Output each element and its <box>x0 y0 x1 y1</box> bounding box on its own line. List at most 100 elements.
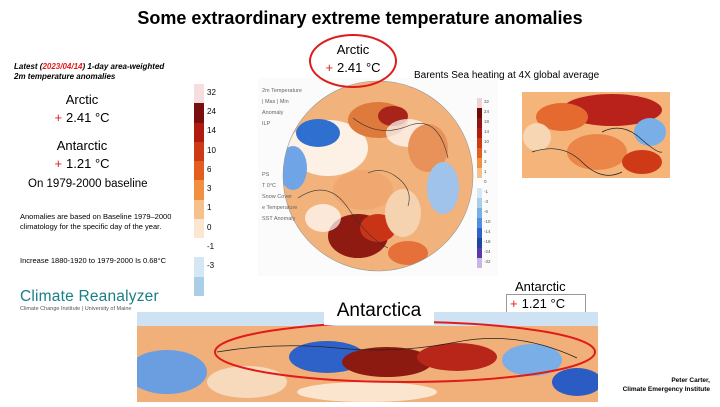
scale-swatch <box>477 148 482 158</box>
scale-label: 10 <box>484 139 490 144</box>
climate-reanalyzer-subtitle: Climate Change Institute | University of… <box>20 306 132 312</box>
map-panel-label: PS <box>262 172 270 178</box>
scale-swatch <box>477 98 482 108</box>
left-antarctic-value: 1.21 °C <box>66 156 110 171</box>
right-antarctic-value: 1.21 °C <box>521 296 566 311</box>
scale-label: 24 <box>484 109 490 114</box>
scale-label: -14 <box>484 229 491 234</box>
legend-swatch <box>194 141 204 162</box>
scale-label: -32 <box>484 259 491 264</box>
scale-swatch <box>477 238 482 248</box>
left-arctic-label: Arctic <box>65 92 99 107</box>
antarctica-title: Antarctica <box>336 300 422 321</box>
credit-line-1: Peter Carter, <box>671 377 710 384</box>
map-panel-label: Snow Cover <box>262 194 292 200</box>
legend-label: -1 <box>207 242 215 252</box>
map-panel-label: ILP <box>262 121 271 127</box>
climate-reanalyzer-logo: Climate Reanalyzer <box>20 288 159 305</box>
left-arctic-value-line: +2.41 °C <box>22 110 142 125</box>
map-panel-labels: 2m Temperature | Max | Min Anomaly ILP PS T 0… <box>262 86 302 225</box>
latest-date: 2023/04/14 <box>42 62 83 71</box>
scale-label: -10 <box>484 219 491 224</box>
scale-label: 18 <box>484 119 490 124</box>
latest-line2: 2m temperature anomalies <box>14 72 116 81</box>
legend-swatch <box>194 276 204 296</box>
legend-label: 24 <box>207 107 216 117</box>
scale-swatch <box>477 108 482 118</box>
left-antarctic-value-line: +1.21 °C <box>22 156 142 171</box>
baseline-note: On 1979-2000 baseline <box>28 178 148 190</box>
scale-swatch <box>477 168 482 178</box>
legend-swatch <box>194 161 204 181</box>
legend-swatch <box>194 238 204 258</box>
legend-swatch <box>194 103 204 123</box>
slide-title: Some extraordinary extreme temperature a… <box>137 8 583 28</box>
latest-caption: Latest (2023/04/14) 1-day area-weighted … <box>14 62 204 82</box>
legend-label: 3 <box>207 184 212 194</box>
legend-swatch <box>194 199 204 219</box>
arctic-callout-label: Arctic <box>336 42 370 57</box>
scale-label: -18 <box>484 239 491 244</box>
scale-label: -1 <box>484 189 489 194</box>
scale-label: 32 <box>484 99 490 104</box>
map-panel-label: | Max | Min <box>262 99 289 105</box>
scale-label: 1 <box>484 169 487 174</box>
map-panel-label: Anomaly <box>262 110 284 116</box>
scale-label: 0 <box>484 179 487 184</box>
legend-label: 6 <box>207 164 212 174</box>
scale-swatch <box>477 228 482 238</box>
climatology-note: Anomalies are based on Baseline 1979–200… <box>20 212 172 231</box>
plus-sign: + <box>325 60 334 75</box>
latest-prefix: Latest ( <box>14 62 43 71</box>
legend-swatch <box>194 122 204 142</box>
map-panel-label: 2m Temperature <box>262 88 302 94</box>
scale-swatch <box>477 198 482 208</box>
arctic-map-panel <box>258 78 498 276</box>
legend-swatch <box>194 257 204 277</box>
left-antarctic-label: Antarctic <box>56 138 108 153</box>
scale-swatch <box>477 248 482 258</box>
increase-note: Increase 1880-1920 to 1979-2000 Is 0.68°… <box>20 256 167 265</box>
legend-label: 32 <box>207 87 216 97</box>
author-credit: Peter Carter, Climate Emergency Institut… <box>580 376 710 394</box>
legend-swatch <box>194 180 204 200</box>
arctic-callout-ellipse <box>309 34 397 88</box>
latest-suffix: ) 1-day area-weighted <box>82 62 165 71</box>
scale-label: 14 <box>484 129 490 134</box>
map-color-scale: 32 24 18 14 10 6 3 1 0 -1 -3 -6 -10 -14 -18 -24 -32 <box>477 98 499 268</box>
barents-sea-map <box>522 92 670 178</box>
antarctica-map <box>127 312 602 402</box>
legend-label: 0 <box>207 222 212 232</box>
plus-sign: + <box>510 296 518 311</box>
legend-label: 14 <box>207 126 216 136</box>
scale-swatch <box>477 178 482 188</box>
scale-swatch <box>477 138 482 148</box>
legend-label: 10 <box>207 145 216 155</box>
scale-label: -24 <box>484 249 491 254</box>
scale-label: -3 <box>484 199 489 204</box>
scale-swatch <box>477 158 482 168</box>
arctic-callout-value-line: +2.41 °C <box>309 60 397 75</box>
legend-swatch <box>194 84 204 104</box>
arctic-callout-value: 2.41 °C <box>337 60 381 75</box>
legend-swatch <box>194 218 204 239</box>
scale-swatch <box>477 218 482 228</box>
plus-sign: + <box>54 110 63 125</box>
legend-label: 1 <box>207 203 212 213</box>
scale-label: 6 <box>484 149 487 154</box>
temperature-legend: 32 24 14 10 6 3 1 0 -1 -3 <box>194 84 222 296</box>
scale-swatch <box>477 128 482 138</box>
legend-label: -3 <box>207 261 215 271</box>
map-panel-label: T 0°C <box>262 183 277 189</box>
arctic-globe-map <box>282 80 474 272</box>
right-antarctic-value-line: +1.21 °C <box>510 296 565 311</box>
map-panel-label: SST Anomaly <box>262 216 296 222</box>
scale-swatch <box>477 258 482 268</box>
credit-line-2: Climate Emergency Institute <box>622 386 710 393</box>
scale-swatch <box>477 188 482 198</box>
scale-swatch <box>477 118 482 128</box>
map-panel-label: e Temperature <box>262 205 298 211</box>
barents-caption: Barents Sea heating at 4X global average <box>414 70 600 81</box>
scale-label: 3 <box>484 159 487 164</box>
scale-label: -6 <box>484 209 489 214</box>
